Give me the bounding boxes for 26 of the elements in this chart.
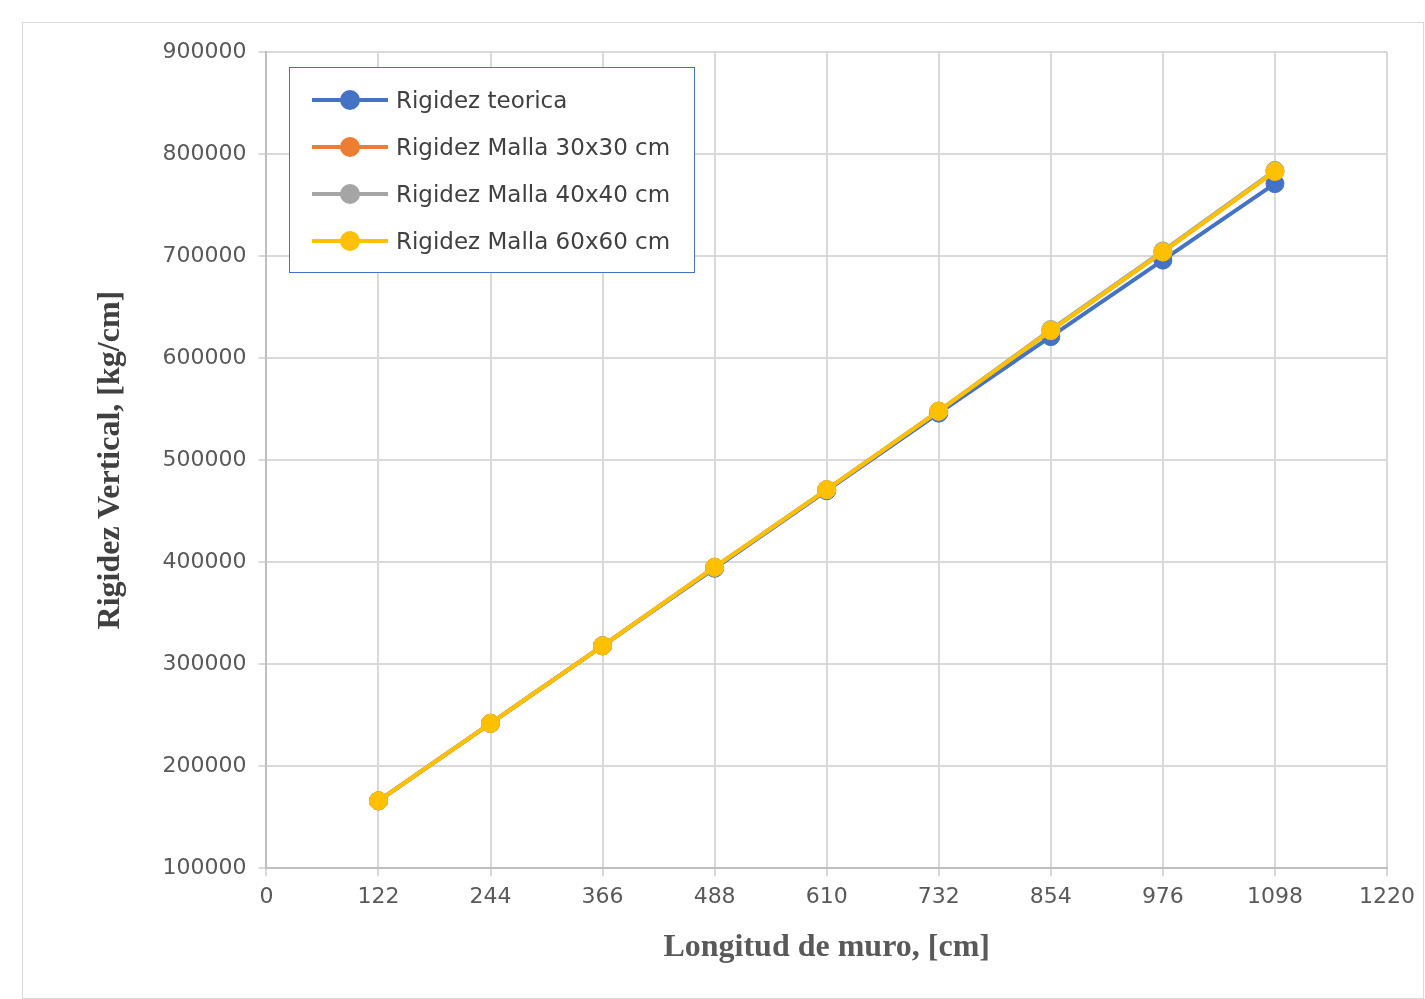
x-tick-label: 1098 — [1246, 883, 1303, 909]
y-tick-label: 500000 — [162, 445, 247, 471]
y-tick-label: 100000 — [162, 853, 247, 879]
y-tick-label: 700000 — [162, 241, 247, 267]
y-tick-label: 800000 — [162, 139, 247, 165]
x-tick-label: 244 — [469, 883, 512, 909]
x-tick-label: 1220 — [1359, 883, 1415, 909]
x-tick-label: 122 — [357, 883, 400, 909]
legend-label: Rigidez Malla 30x30 cm — [396, 133, 671, 160]
y-axis-title: Rigidez Vertical, [kg/cm] — [90, 290, 127, 630]
x-axis-title: Longitud de muro, [cm] — [663, 927, 990, 964]
y-tick-label: 600000 — [162, 343, 247, 369]
x-tick-label: 854 — [1029, 883, 1072, 909]
x-tick-label: 0 — [259, 883, 274, 909]
y-tick-label: 300000 — [162, 649, 247, 675]
legend-label: Rigidez Malla 60x60 cm — [396, 227, 671, 254]
x-tick-label: 488 — [693, 883, 736, 909]
y-tick-label: 200000 — [162, 751, 247, 777]
legend-label: Rigidez Malla 40x40 cm — [396, 180, 671, 207]
y-tick-label: 400000 — [162, 547, 247, 573]
x-tick-label: 732 — [917, 883, 960, 909]
x-tick-label: 610 — [805, 883, 848, 909]
x-tick-label: 976 — [1141, 883, 1184, 909]
legend-label: Rigidez teorica — [396, 86, 568, 113]
x-tick-label: 366 — [581, 883, 624, 909]
y-tick-label: 900000 — [162, 37, 247, 63]
